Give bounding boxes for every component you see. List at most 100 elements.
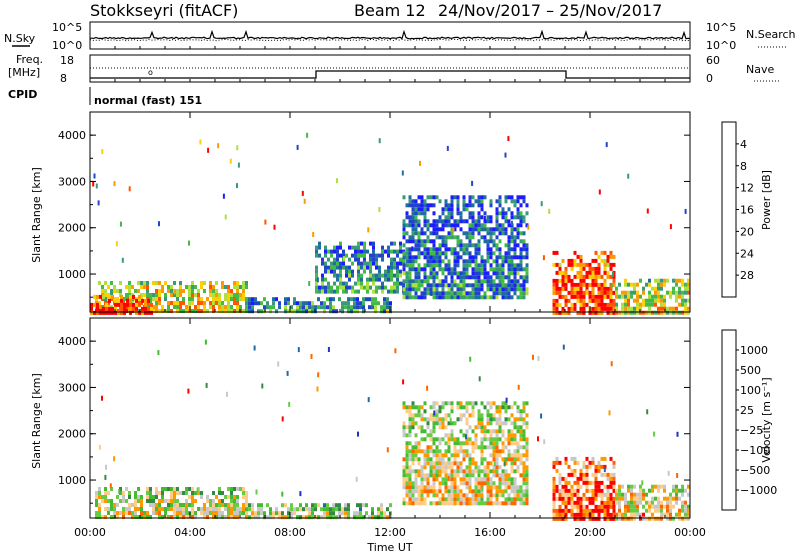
heatmap-cell <box>570 468 574 473</box>
heatmap-cell <box>257 309 260 314</box>
heatmap-cell <box>426 485 430 490</box>
heatmap-cell <box>489 263 493 268</box>
heatmap-cell <box>573 504 577 509</box>
heatmap-cell <box>624 492 627 497</box>
heatmap-cell <box>480 449 484 454</box>
heatmap-cell <box>480 287 484 292</box>
heatmap-cell <box>456 271 460 276</box>
heatmap-cell <box>684 298 687 303</box>
heatmap-cell <box>453 267 457 272</box>
heatmap-cell <box>405 445 409 450</box>
heatmap-cell <box>95 495 98 499</box>
heatmap-cell <box>489 429 493 434</box>
heatmap-cell <box>471 211 475 216</box>
heatmap-cell <box>468 489 472 494</box>
heatmap-cell <box>152 309 155 313</box>
heatmap-cell <box>666 306 669 311</box>
heatmap-cell <box>519 275 523 280</box>
heatmap-cell <box>495 247 499 252</box>
heatmap-cell <box>474 489 478 494</box>
heatmap-cell <box>666 496 669 501</box>
heatmap-cell <box>158 309 161 313</box>
heatmap-cell <box>290 309 293 314</box>
heatmap-cell <box>197 289 200 293</box>
heatmap-cell <box>272 305 275 310</box>
heatmap-cell <box>471 469 475 474</box>
heatmap-cell <box>576 270 580 275</box>
heatmap-cell <box>618 488 621 493</box>
heatmap-cell <box>600 504 604 509</box>
heatmap-cell <box>386 447 389 453</box>
heatmap-cell <box>426 223 430 228</box>
heatmap-cell <box>501 433 505 438</box>
heatmap-cell <box>444 425 448 430</box>
heatmap-cell <box>480 207 484 212</box>
heatmap-cell <box>179 301 182 305</box>
heatmap-cell <box>507 485 511 490</box>
heatmap-cell <box>519 287 523 292</box>
heatmap-cell <box>453 195 457 200</box>
heatmap-cell <box>429 457 433 462</box>
heatmap-cell <box>519 429 523 434</box>
heatmap-cell <box>516 199 520 204</box>
heatmap-cell <box>254 297 257 302</box>
heatmap-cell <box>507 235 511 240</box>
heatmap-cell <box>371 507 374 512</box>
heatmap-cell <box>552 508 556 513</box>
heatmap-cell <box>501 271 505 276</box>
heatmap-cell <box>486 469 490 474</box>
freq-unit-label: [MHz] <box>8 66 40 79</box>
heatmap-cell <box>663 302 666 307</box>
heatmap-cell <box>492 445 496 450</box>
heatmap-cell <box>627 484 630 489</box>
heatmap-cell <box>206 515 209 519</box>
heatmap-cell <box>555 516 559 521</box>
heatmap-cell <box>380 503 383 508</box>
heatmap-cell <box>360 277 363 282</box>
heatmap-cell <box>459 501 463 506</box>
heatmap-cell <box>660 310 663 315</box>
heatmap-cell <box>444 489 448 494</box>
heatmap-cell <box>209 499 212 503</box>
heatmap-cell <box>405 247 409 252</box>
heatmap-cell <box>501 401 505 406</box>
heatmap-cell <box>191 293 194 297</box>
heatmap-cell <box>118 489 121 494</box>
heatmap-cell <box>366 289 369 294</box>
heatmap-cell <box>564 302 568 307</box>
heatmap-cell <box>197 507 200 511</box>
heatmap-cell <box>498 485 502 490</box>
heatmap-cell <box>356 511 359 516</box>
heatmap-cell <box>504 457 508 462</box>
heatmap-cell <box>489 267 493 272</box>
heatmap-cell <box>672 516 675 521</box>
heatmap-cell <box>486 473 490 478</box>
heatmap-cell <box>420 425 424 430</box>
heatmap-cell <box>525 473 529 478</box>
heatmap-cell <box>558 266 562 271</box>
heatmap-cell <box>432 485 436 490</box>
heatmap-cell <box>336 257 339 262</box>
heatmap-cell <box>468 255 472 260</box>
heatmap-cell <box>396 269 399 274</box>
heatmap-cell <box>375 289 378 294</box>
heatmap-cell <box>288 401 291 407</box>
heatmap-cell <box>513 453 517 458</box>
heatmap-cell <box>495 295 499 300</box>
heatmap-cell <box>603 492 607 497</box>
heatmap-cell <box>293 511 296 516</box>
heatmap-cell <box>227 301 230 305</box>
heatmap-cell <box>588 496 592 501</box>
heatmap-cell <box>393 257 396 262</box>
heatmap-cell <box>359 301 362 306</box>
heatmap-cell <box>552 500 556 505</box>
heatmap-cell <box>332 515 335 520</box>
heatmap-cell <box>426 457 430 462</box>
heatmap-cell <box>122 507 125 511</box>
heatmap-cell <box>585 286 589 291</box>
heatmap-cell <box>462 279 466 284</box>
heatmap-cell <box>495 235 499 240</box>
heatmap-cell <box>290 507 293 512</box>
heatmap-cell <box>444 243 448 248</box>
heatmap-cell <box>678 512 681 517</box>
